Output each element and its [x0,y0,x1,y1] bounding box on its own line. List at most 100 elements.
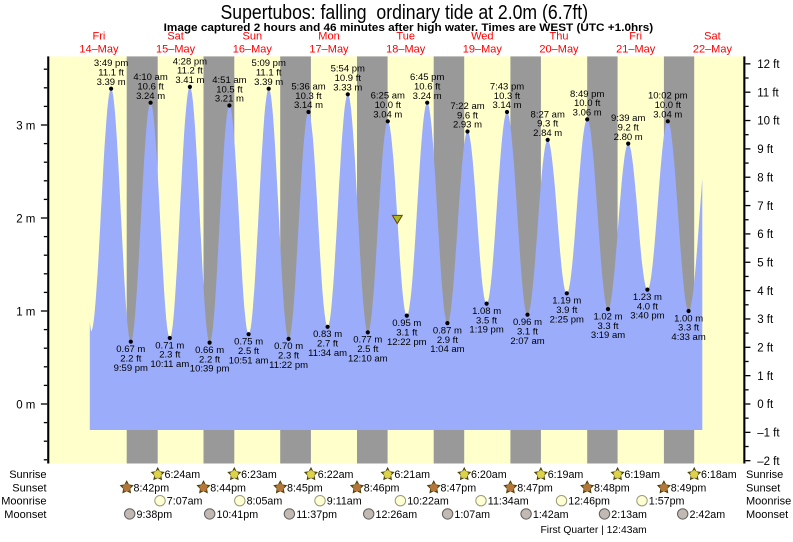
svg-text:Tue: Tue [396,30,415,42]
svg-text:10.6 ft: 10.6 ft [137,82,164,93]
svg-text:9.2 ft: 9.2 ft [618,122,639,133]
svg-text:3.04 m: 3.04 m [653,110,682,121]
svg-text:12:26am: 12:26am [376,509,418,521]
svg-text:1 ft: 1 ft [757,371,774,383]
svg-text:4.0 ft: 4.0 ft [637,301,658,312]
svg-text:22–May: 22–May [693,44,733,56]
svg-text:3.39 m: 3.39 m [254,77,283,88]
svg-text:19–May: 19–May [463,44,503,56]
svg-text:3:49 pm: 3:49 pm [94,58,128,69]
svg-text:10:41pm: 10:41pm [217,509,259,521]
svg-text:First Quarter | 12:43am: First Quarter | 12:43am [541,525,647,536]
svg-text:6:45 pm: 6:45 pm [410,72,444,83]
svg-text:10.5 ft: 10.5 ft [216,84,243,95]
svg-text:10.0 ft: 10.0 ft [655,100,682,111]
svg-text:5:36 am: 5:36 am [291,81,325,92]
svg-text:3.21 m: 3.21 m [215,94,244,105]
svg-text:2:13am: 2:13am [611,509,647,521]
svg-text:11:34 am: 11:34 am [308,348,347,359]
svg-text:Moonset: Moonset [4,509,46,521]
svg-text:3.33 m: 3.33 m [333,83,362,94]
svg-text:1:42am: 1:42am [533,509,569,521]
svg-text:Sunset: Sunset [746,482,780,494]
svg-text:9:39 am: 9:39 am [611,113,645,124]
svg-text:10:51 am: 10:51 am [229,355,269,366]
svg-text:8:47pm: 8:47pm [517,482,553,494]
svg-text:11.2 ft: 11.2 ft [177,66,203,77]
svg-text:3:40 pm: 3:40 pm [630,311,664,322]
svg-text:0.67 m: 0.67 m [116,344,145,355]
svg-text:2.3 ft: 2.3 ft [278,351,299,362]
svg-text:3.5 ft: 3.5 ft [476,315,497,326]
svg-text:1:07am: 1:07am [454,509,490,521]
svg-text:10 ft: 10 ft [757,116,780,128]
svg-text:17–May: 17–May [309,44,349,56]
svg-text:10:22am: 10:22am [407,496,449,508]
svg-text:6:18am: 6:18am [701,469,737,481]
svg-text:10:39 pm: 10:39 pm [190,364,230,375]
svg-text:3.3 ft: 3.3 ft [678,323,699,334]
svg-text:Moonrise: Moonrise [1,496,46,508]
svg-text:2.3 ft: 2.3 ft [159,350,180,361]
svg-text:Sunrise: Sunrise [9,469,46,481]
svg-text:6:22am: 6:22am [318,469,354,481]
svg-text:20–May: 20–May [539,44,579,56]
svg-text:0.96 m: 0.96 m [513,317,542,328]
svg-text:Moonset: Moonset [746,509,788,521]
svg-text:1:19 pm: 1:19 pm [469,325,503,336]
svg-text:4:51 am: 4:51 am [212,75,246,86]
svg-text:Thu: Thu [550,30,569,42]
svg-text:12:10 am: 12:10 am [348,354,388,365]
svg-text:16–May: 16–May [233,44,273,56]
svg-text:5:09 pm: 5:09 pm [252,58,286,69]
svg-text:2 ft: 2 ft [757,343,774,355]
svg-text:11:34am: 11:34am [488,496,529,508]
svg-text:1:04 am: 1:04 am [430,344,464,355]
svg-text:10:02 pm: 10:02 pm [648,91,688,102]
svg-text:Image captured 2 hours and 46: Image captured 2 hours and 46 minutes af… [164,22,654,34]
svg-text:6:20am: 6:20am [471,469,507,481]
svg-text:8:49pm: 8:49pm [671,482,707,494]
svg-text:Sunset: Sunset [12,482,46,494]
svg-text:9.6 ft: 9.6 ft [457,110,478,121]
svg-text:6:19am: 6:19am [624,469,660,481]
svg-text:Sat: Sat [167,30,184,42]
svg-text:2.9 ft: 2.9 ft [437,335,458,346]
svg-text:7:07am: 7:07am [167,496,203,508]
svg-text:0.77 m: 0.77 m [353,335,382,346]
svg-text:8:49 pm: 8:49 pm [570,89,604,100]
svg-text:8:27 am: 8:27 am [531,109,565,120]
svg-text:3.1 ft: 3.1 ft [396,327,417,338]
svg-text:2.93 m: 2.93 m [453,120,482,131]
svg-text:2.84 m: 2.84 m [533,128,562,139]
svg-text:6:21am: 6:21am [394,469,430,481]
svg-text:3.06 m: 3.06 m [573,108,602,119]
svg-text:2.2 ft: 2.2 ft [199,354,220,365]
svg-text:Sun: Sun [243,30,263,42]
svg-text:4:28 pm: 4:28 pm [173,56,207,67]
svg-text:2.7 ft: 2.7 ft [317,339,338,350]
svg-text:12 ft: 12 ft [757,59,780,71]
svg-text:6 ft: 6 ft [757,229,774,241]
svg-text:5:54 pm: 5:54 pm [331,64,365,75]
svg-text:3.3 ft: 3.3 ft [597,321,618,332]
svg-text:1.00 m: 1.00 m [674,313,703,324]
svg-text:2 m: 2 m [16,213,35,225]
svg-text:6:23am: 6:23am [241,469,277,481]
svg-text:7:43 pm: 7:43 pm [490,81,524,92]
svg-text:21–May: 21–May [616,44,656,56]
svg-text:9.3 ft: 9.3 ft [537,119,558,130]
svg-text:8 ft: 8 ft [757,172,774,184]
svg-text:Fri: Fri [629,30,642,42]
svg-text:Wed: Wed [471,30,493,42]
svg-text:18–May: 18–May [386,44,426,56]
svg-text:3.04 m: 3.04 m [373,110,402,121]
svg-text:6:19am: 6:19am [548,469,584,481]
svg-text:8:46pm: 8:46pm [364,482,400,494]
svg-text:8:48pm: 8:48pm [594,482,630,494]
svg-text:0.66 m: 0.66 m [195,345,224,356]
svg-text:3.1 ft: 3.1 ft [517,326,538,337]
svg-text:3.24 m: 3.24 m [136,91,165,102]
svg-text:1:57pm: 1:57pm [649,496,685,508]
svg-text:3:19 am: 3:19 am [591,330,625,341]
